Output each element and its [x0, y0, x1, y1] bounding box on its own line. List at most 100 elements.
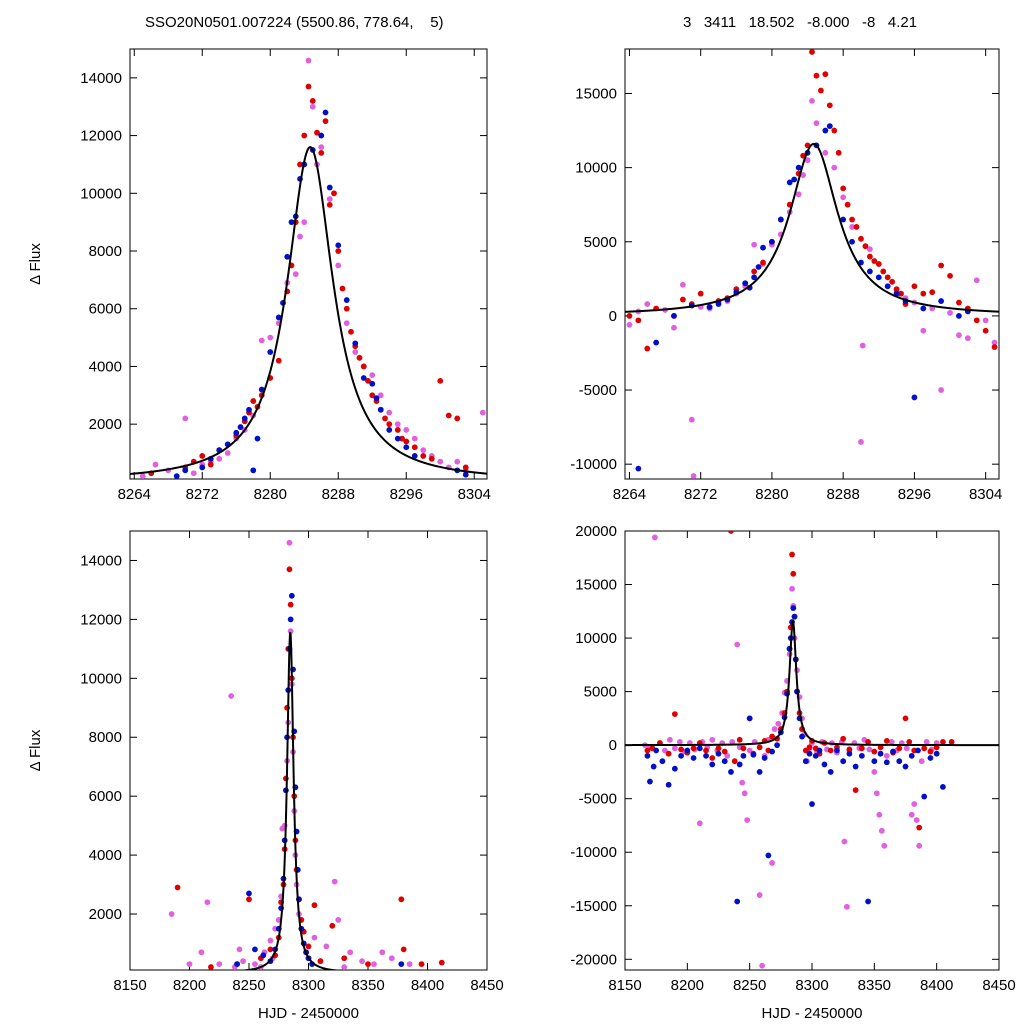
y-tick-label: 8000: [89, 729, 122, 746]
y-tick-label: 20000: [575, 523, 617, 540]
data-point-red: [454, 415, 461, 422]
data-point-red: [911, 283, 918, 290]
data-point-magenta: [204, 899, 211, 906]
data-point-magenta: [883, 752, 890, 759]
data-point-red: [326, 201, 333, 208]
data-point-red: [827, 747, 834, 754]
data-point-red: [883, 737, 890, 744]
data-point-red: [809, 49, 815, 55]
data-point-magenta: [309, 103, 316, 110]
data-point-red: [948, 739, 955, 745]
data-point-red: [418, 961, 425, 968]
data-point-magenta: [394, 421, 401, 428]
data-point-magenta: [292, 271, 299, 278]
data-point-blue: [398, 961, 405, 968]
x-tick-label: 8296: [390, 486, 423, 503]
data-point-red: [445, 412, 452, 419]
data-point-blue: [241, 415, 248, 422]
data-point-blue: [866, 268, 873, 275]
data-point-magenta: [671, 324, 677, 331]
data-point-red: [275, 357, 282, 364]
data-point-red: [267, 946, 274, 953]
data-point-blue: [933, 750, 940, 757]
data-point-red: [893, 286, 900, 293]
data-point-red: [697, 290, 704, 297]
data-point-magenta: [679, 281, 686, 288]
x-axis-label: HJD - 2450000: [762, 1005, 863, 1022]
data-point-red: [866, 253, 873, 260]
y-tick-label: -5000: [579, 791, 617, 808]
data-point-red: [403, 438, 410, 445]
data-point-red: [437, 377, 444, 384]
data-point-red: [399, 435, 405, 442]
data-point-blue: [650, 763, 657, 770]
data-point-blue: [288, 592, 295, 599]
data-point-red: [369, 392, 376, 399]
data-point-red: [348, 328, 354, 335]
x-tick-label: 8304: [969, 486, 1002, 503]
data-point-magenta: [377, 392, 384, 399]
data-point-blue: [369, 380, 376, 387]
data-point-magenta: [804, 157, 811, 164]
data-points: [625, 49, 999, 479]
data-point-magenta: [216, 455, 223, 462]
data-point-red: [322, 118, 329, 125]
data-point-blue: [246, 890, 252, 897]
data-point-magenta: [866, 746, 873, 753]
panel-top-right: 8264 8272 8280 8288 8296 8304 -10000 -5000 0 5000…: [570, 48, 1002, 503]
data-point-blue: [822, 127, 829, 134]
y-tick-label: -20000: [570, 951, 617, 968]
data-point-blue: [769, 238, 775, 245]
y-tick-label: 2000: [89, 416, 122, 433]
data-point-blue: [921, 793, 928, 800]
data-point-red: [831, 127, 838, 134]
data-point-magenta: [849, 224, 855, 230]
data-point-blue: [802, 758, 809, 765]
data-point-magenta: [267, 334, 274, 341]
data-point-red: [246, 896, 252, 903]
data-point-red: [174, 884, 181, 891]
data-point-red: [360, 363, 367, 370]
data-point-red: [884, 274, 891, 281]
data-point-magenta: [991, 339, 998, 346]
y-tick-label: 5000: [584, 684, 617, 701]
data-point-red: [835, 149, 842, 156]
data-point-magenta: [252, 961, 258, 968]
x-tick-label: 8304: [458, 486, 491, 503]
data-point-red: [331, 190, 337, 197]
data-point-magenta: [859, 342, 866, 349]
data-point-red: [207, 461, 214, 468]
data-point-blue: [791, 176, 798, 183]
data-point-magenta: [359, 958, 365, 965]
data-point-blue: [709, 761, 716, 768]
data-point-red: [880, 268, 887, 275]
data-point-blue: [806, 750, 813, 757]
y-tick-label: 10000: [575, 630, 617, 647]
data-point-blue: [386, 427, 393, 433]
data-point-red: [728, 531, 734, 534]
data-point-red: [199, 453, 206, 459]
data-point-blue: [840, 216, 847, 223]
data-point-magenta: [840, 194, 847, 201]
data-point-blue: [774, 742, 780, 749]
y-tick-label: -10000: [570, 456, 617, 473]
data-point-magenta: [335, 262, 342, 269]
data-point-magenta: [411, 435, 418, 442]
data-point-blue: [246, 406, 252, 413]
data-point-blue: [715, 750, 722, 757]
data-point-blue: [858, 752, 865, 759]
data-point-red: [305, 943, 312, 950]
data-point-blue: [360, 375, 367, 381]
data-point-red: [721, 748, 728, 755]
data-points: [168, 539, 445, 970]
data-point-magenta: [420, 447, 427, 454]
x-tick-label: 8272: [186, 486, 219, 503]
y-tick-label: 15000: [575, 577, 617, 594]
data-point-magenta: [913, 817, 920, 823]
data-point-red: [343, 305, 350, 312]
data-point-magenta: [916, 842, 923, 849]
data-point-magenta: [326, 196, 333, 202]
y-tick-label: 0: [609, 737, 617, 754]
data-point-red: [938, 262, 945, 269]
data-point-magenta: [964, 335, 971, 342]
